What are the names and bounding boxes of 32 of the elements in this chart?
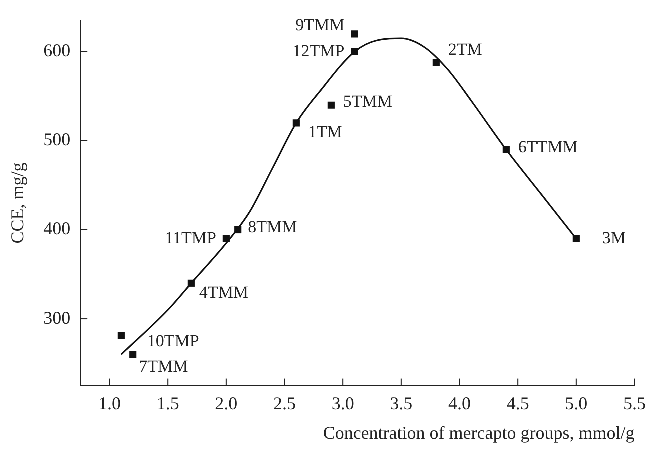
annotation: 2TM xyxy=(448,40,482,60)
annotation: 10TMP xyxy=(147,331,200,350)
point xyxy=(351,30,358,38)
point xyxy=(328,102,335,109)
annotation: 5TMM xyxy=(343,92,393,111)
y-axis-title: CCE, mg/g xyxy=(8,162,28,244)
point xyxy=(118,332,125,340)
annotation: 11TMP xyxy=(165,228,216,248)
annotation: 3M xyxy=(602,228,626,248)
x-tick-label: 3.5 xyxy=(390,393,413,414)
x-tick-label: 2.0 xyxy=(215,393,238,414)
annotation: 7TMM xyxy=(139,357,188,376)
x-axis-title: Concentration of mercapto groups, mmol/g xyxy=(323,422,635,443)
x-tick-label: 3.0 xyxy=(332,393,354,414)
x-tick-label: 2.5 xyxy=(274,393,296,414)
x-tick-label: 1.5 xyxy=(156,393,180,414)
y-tick-label: 500 xyxy=(44,130,71,150)
y-tick-label: 300 xyxy=(44,308,71,328)
annotation: 8TMM xyxy=(248,217,298,236)
annotation: 12TMP xyxy=(292,41,345,60)
annotation: 4TMM xyxy=(199,282,249,302)
x-tick-label: 1.0 xyxy=(98,393,122,414)
y-tick-label: 600 xyxy=(44,40,71,61)
x-tick-label: 4.5 xyxy=(506,393,530,414)
x-tick-label: 5.5 xyxy=(624,393,646,414)
x-tick-label: 4.0 xyxy=(448,393,472,414)
x-tick-label: 5.0 xyxy=(565,393,588,414)
annotation: 9TMM xyxy=(296,16,345,35)
y-tick-label: 400 xyxy=(44,218,71,239)
annotation: 6TTMM xyxy=(518,137,578,156)
point xyxy=(130,351,137,358)
annotation: 1TM xyxy=(308,122,342,142)
